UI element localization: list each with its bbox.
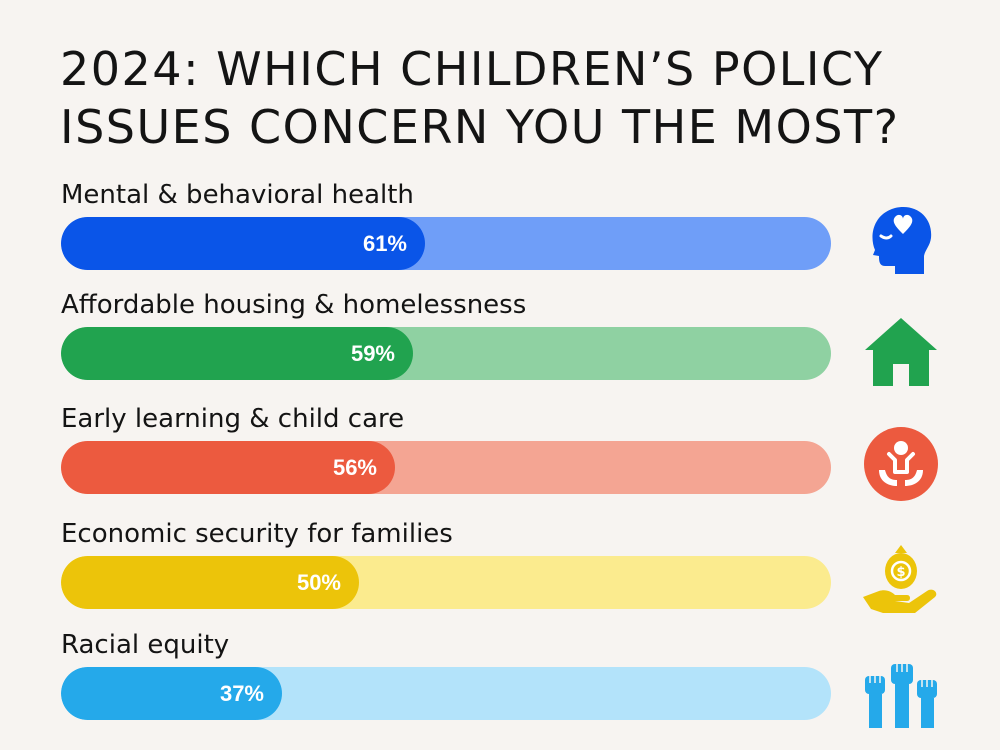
bar-fill — [61, 217, 425, 270]
bar-row-housing: Affordable housing & homelessness 59% — [61, 290, 941, 400]
svg-text:$: $ — [896, 565, 905, 580]
head-heart-icon — [872, 207, 932, 274]
bar-track: 50% — [61, 556, 831, 609]
bar-value-label: 56% — [332, 455, 377, 480]
child-care-icon — [864, 427, 938, 501]
bar-value-label: 61% — [362, 231, 407, 256]
raised-fists-icon — [865, 664, 937, 728]
chart-title-line-1: 2024: WHICH CHILDREN’S POLICY — [60, 42, 884, 96]
bar-label: Early learning & child care — [61, 404, 405, 434]
bar-fill — [61, 667, 282, 720]
chart-title-line-2: ISSUES CONCERN YOU THE MOST? — [60, 100, 900, 154]
bar-label: Mental & behavioral health — [61, 180, 414, 210]
bar-row-economic-security: Economic security for families 50% $ — [61, 519, 941, 629]
bar-fill — [61, 327, 413, 380]
bar-row-mental-health: Mental & behavioral health 61% — [61, 180, 941, 290]
bar-label: Racial equity — [61, 630, 230, 660]
bar-label: Affordable housing & homelessness — [61, 290, 527, 320]
bar-value-label: 59% — [350, 341, 395, 366]
bar-track: 61% — [61, 217, 831, 270]
money-hand-icon: $ — [863, 545, 937, 613]
bar-row-racial-equity: Racial equity 37% — [61, 630, 941, 740]
bar-fill — [61, 556, 359, 609]
house-icon — [865, 318, 937, 386]
bar-track: 56% — [61, 441, 831, 494]
bar-value-label: 50% — [296, 570, 341, 595]
bar-label: Economic security for families — [61, 519, 453, 549]
bar-track: 59% — [61, 327, 831, 380]
bar-track: 37% — [61, 667, 831, 720]
bar-value-label: 37% — [219, 681, 264, 706]
chart-title: 2024: WHICH CHILDREN’S POLICY ISSUES CON… — [60, 40, 940, 156]
bar-row-child-care: Early learning & child care 56% — [61, 404, 941, 514]
bar-fill — [61, 441, 395, 494]
